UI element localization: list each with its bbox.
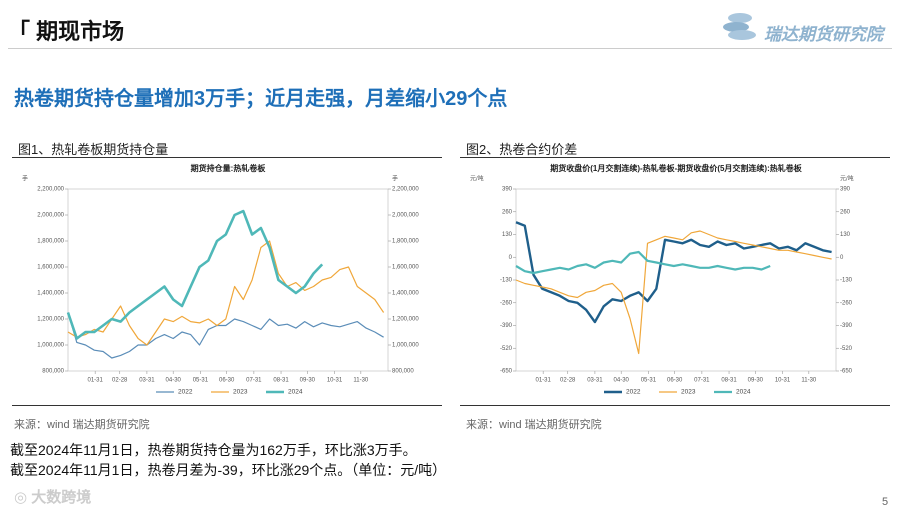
y-tick-label: 2,200,000: [37, 187, 64, 193]
plot-frame: [515, 188, 837, 372]
x-tick-label: 03-31: [587, 378, 603, 384]
y2-tick-label: -390: [840, 323, 853, 329]
x-tick-label: 07-31: [246, 378, 262, 384]
y-tick-label: -390: [500, 323, 513, 329]
page-number: 5: [882, 496, 889, 508]
y-tick-label: 1,600,000: [37, 265, 64, 271]
legend-label: 2022: [178, 389, 193, 396]
y-tick-label: -130: [500, 278, 513, 284]
figure-panel: 图1、热轧卷板期货持仓量 期货持仓量:热轧卷板手 手 800,000 800,000 1…: [12, 135, 442, 406]
brand: 瑞达期货研究院: [764, 25, 883, 44]
chart-title: 期货持仓量:热轧卷板: [191, 163, 267, 173]
series-line: [67, 240, 385, 346]
legend-label: 2024: [736, 389, 751, 396]
source: 来源：wind 瑞达期货研究院: [14, 419, 150, 431]
x-tick-label: 02-28: [112, 378, 128, 384]
y2-tick-label: 0: [840, 255, 844, 261]
x-tick-label: 05-31: [193, 378, 209, 384]
chart: 期货收盘价(1月交割连续)-热轧卷板-期货收盘价(5月交割连续):热轧卷板元/吨…: [470, 163, 854, 396]
y2-tick-label: 800,000: [392, 369, 414, 375]
watermark: ◎ 大数跨境: [14, 489, 92, 506]
caption-rule: [12, 157, 442, 158]
y2-tick-label: 1,800,000: [392, 239, 419, 245]
x-tick-label: 08-31: [273, 378, 289, 384]
headline: 热卷期货持仓量增加3万手；近月走强，月差缩小29个点: [14, 88, 508, 110]
y-tick-label: 0: [509, 255, 513, 261]
x-tick-label: 07-31: [694, 378, 710, 384]
header: 「 期现市场: [8, 19, 125, 44]
x-tick-label: 09-30: [748, 378, 764, 384]
chart-title: 期货收盘价(1月交割连续)-热轧卷板-期货收盘价(5月交割连续):热轧卷板: [550, 163, 803, 173]
y2-tick-label: 390: [840, 187, 851, 193]
x-tick-label: 10-31: [327, 378, 343, 384]
panel-rule: [460, 405, 890, 406]
legend-label: 2022: [626, 389, 641, 396]
note: 截至2024年11月1日，热卷月差为-39，环比涨29个点。（单位：元/吨）: [10, 462, 447, 478]
brand-logo: [723, 13, 756, 40]
x-tick-label: 01-31: [535, 378, 551, 384]
figure-caption: 图2、热卷合约价差: [466, 142, 578, 157]
x-tick-label: 03-31: [139, 378, 155, 384]
y2-tick-label: -650: [840, 369, 853, 375]
x-tick-label: 05-31: [641, 378, 657, 384]
y-tick-label: 1,800,000: [37, 239, 64, 245]
unit-label: 手: [392, 175, 398, 183]
watermark-text: 大数跨境: [31, 489, 92, 506]
y-tick-label: 2,000,000: [37, 213, 64, 219]
y-tick-label: -650: [500, 369, 513, 375]
y-tick-label: 1,000,000: [37, 343, 64, 349]
y2-tick-label: 2,200,000: [392, 187, 419, 193]
x-tick-label: 01-31: [87, 378, 103, 384]
series-line: [66, 209, 324, 340]
unit-label: 元/吨: [470, 175, 484, 183]
unit-label: 元/吨: [840, 175, 854, 183]
x-tick-label: 06-30: [667, 378, 683, 384]
source: 来源：wind 瑞达期货研究院: [466, 419, 602, 431]
note: 截至2024年11月1日，热卷期货持仓量为162万手，环比涨3万手。: [10, 442, 417, 458]
x-tick-label: 08-31: [721, 378, 737, 384]
y2-tick-label: 1,000,000: [392, 343, 419, 349]
y2-tick-label: 260: [840, 209, 851, 215]
caption-rule: [460, 157, 890, 158]
y-tick-label: 390: [502, 187, 513, 193]
legend-label: 2023: [233, 389, 248, 396]
series-line: [515, 221, 832, 324]
x-tick-label: 09-30: [300, 378, 316, 384]
y2-tick-label: -130: [840, 278, 853, 284]
unit-label: 手: [22, 175, 28, 183]
x-tick-label: 04-30: [166, 378, 182, 384]
y-tick-label: -520: [500, 346, 513, 352]
series-line: [515, 230, 832, 355]
y2-tick-label: 1,400,000: [392, 291, 419, 297]
y2-tick-label: -520: [840, 346, 853, 352]
y-tick-label: 1,200,000: [37, 317, 64, 323]
panel-rule: [12, 405, 442, 406]
x-tick-label: 11-30: [353, 378, 369, 384]
plot-frame: [67, 188, 389, 372]
y-tick-label: 130: [502, 232, 513, 238]
y2-tick-label: -260: [840, 300, 853, 306]
figure-panel: 图2、热卷合约价差 期货收盘价(1月交割连续)-热轧卷板-期货收盘价(5月交割连…: [460, 135, 890, 406]
x-tick-label: 04-30: [614, 378, 630, 384]
y-tick-label: 1,400,000: [37, 291, 64, 297]
y-tick-label: 260: [502, 209, 513, 215]
y-tick-label: -260: [500, 300, 513, 306]
legend-label: 2023: [681, 389, 696, 396]
x-tick-label: 02-28: [560, 378, 576, 384]
header-rule: [8, 48, 892, 49]
figure-caption: 图1、热轧卷板期货持仓量: [18, 142, 169, 157]
y-tick-label: 800,000: [42, 369, 64, 375]
y2-tick-label: 1,600,000: [392, 265, 419, 271]
y2-tick-label: 2,000,000: [392, 213, 419, 219]
x-tick-label: 06-30: [219, 378, 235, 384]
series-line: [67, 312, 384, 359]
x-tick-label: 10-31: [775, 378, 791, 384]
y2-tick-label: 130: [840, 232, 851, 238]
legend-label: 2024: [288, 389, 303, 396]
y2-tick-label: 1,200,000: [392, 317, 419, 323]
x-tick-label: 11-30: [801, 378, 817, 384]
series-line: [515, 250, 771, 275]
